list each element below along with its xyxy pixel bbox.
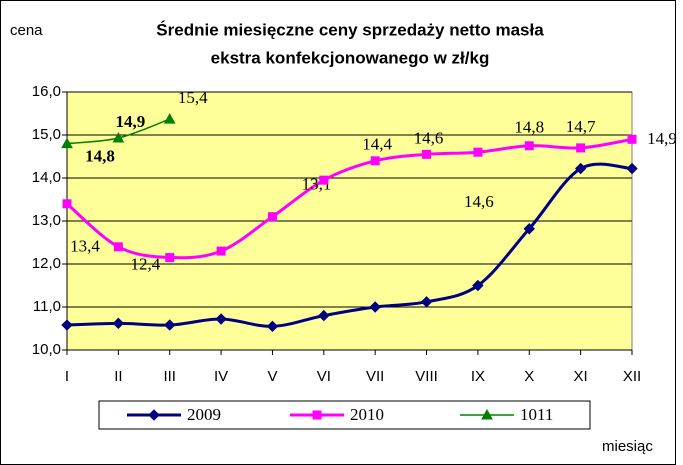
legend-label: 2009 (187, 405, 221, 424)
x-tick-label: I (65, 368, 69, 385)
marker (267, 212, 277, 222)
y-tick-label: 11,0 (33, 298, 61, 315)
chart-title: ekstra konfekcjonowanego w zł/kg (211, 48, 490, 67)
data-label: 14,6 (414, 128, 444, 147)
data-label: 13,4 (70, 237, 100, 256)
marker (523, 223, 535, 235)
marker (112, 317, 125, 330)
legend-marker (148, 409, 160, 421)
marker (524, 141, 534, 151)
x-tick-label: IX (471, 368, 485, 385)
y-tick-label: 15,0 (32, 126, 61, 143)
x-tick-label: II (114, 368, 122, 385)
marker (473, 147, 483, 157)
data-label: 14,9 (647, 129, 677, 148)
x-tick-label: VII (366, 368, 384, 385)
data-label: 14,4 (362, 135, 392, 154)
x-axis-label: miesiąc (602, 438, 653, 455)
marker (165, 253, 175, 263)
x-tick-label: XII (623, 368, 641, 385)
y-tick-label: 14,0 (32, 169, 61, 186)
marker (318, 309, 330, 322)
marker (370, 156, 380, 166)
chart-title: Średnie miesięczne ceny sprzedaży netto … (156, 20, 544, 39)
legend-label: 1011 (520, 405, 553, 424)
data-label: 14,7 (566, 117, 596, 136)
x-tick-label: X (524, 368, 534, 385)
legend-marker (481, 408, 493, 420)
marker (215, 313, 227, 325)
marker (113, 242, 123, 252)
marker (319, 175, 329, 185)
marker (62, 199, 72, 209)
marker (422, 149, 432, 159)
marker (61, 319, 73, 331)
x-tick-label: IV (214, 368, 228, 385)
x-tick-label: VIII (415, 368, 438, 385)
y-tick-label: 12,0 (32, 255, 61, 272)
legend-label: 2010 (350, 405, 384, 424)
data-label: 15,4 (178, 88, 208, 107)
marker (164, 319, 176, 331)
marker (420, 296, 433, 308)
x-tick-label: III (163, 368, 176, 385)
marker (472, 279, 484, 292)
marker (163, 113, 176, 124)
data-label: 14,9 (115, 112, 145, 131)
legend-marker (312, 410, 322, 420)
marker (266, 320, 279, 333)
x-tick-label: VI (317, 368, 331, 385)
marker (216, 246, 226, 256)
marker (112, 131, 125, 143)
y-tick-label: 13,0 (32, 212, 61, 229)
marker (576, 143, 586, 153)
y-tick-label: 16,0 (32, 83, 61, 100)
marker (627, 134, 637, 144)
y-axis-label: cena (10, 22, 43, 39)
data-label: 14,8 (514, 118, 544, 137)
x-tick-label: V (267, 368, 277, 385)
data-label: 14,6 (464, 192, 494, 211)
marker (574, 162, 587, 175)
data-label: 12,4 (130, 255, 160, 274)
marker (626, 162, 638, 175)
marker (61, 137, 73, 149)
y-tick-label: 10,0 (32, 341, 61, 358)
data-label: 14,8 (85, 147, 115, 166)
marker (369, 301, 381, 313)
x-tick-label: XI (574, 368, 588, 385)
